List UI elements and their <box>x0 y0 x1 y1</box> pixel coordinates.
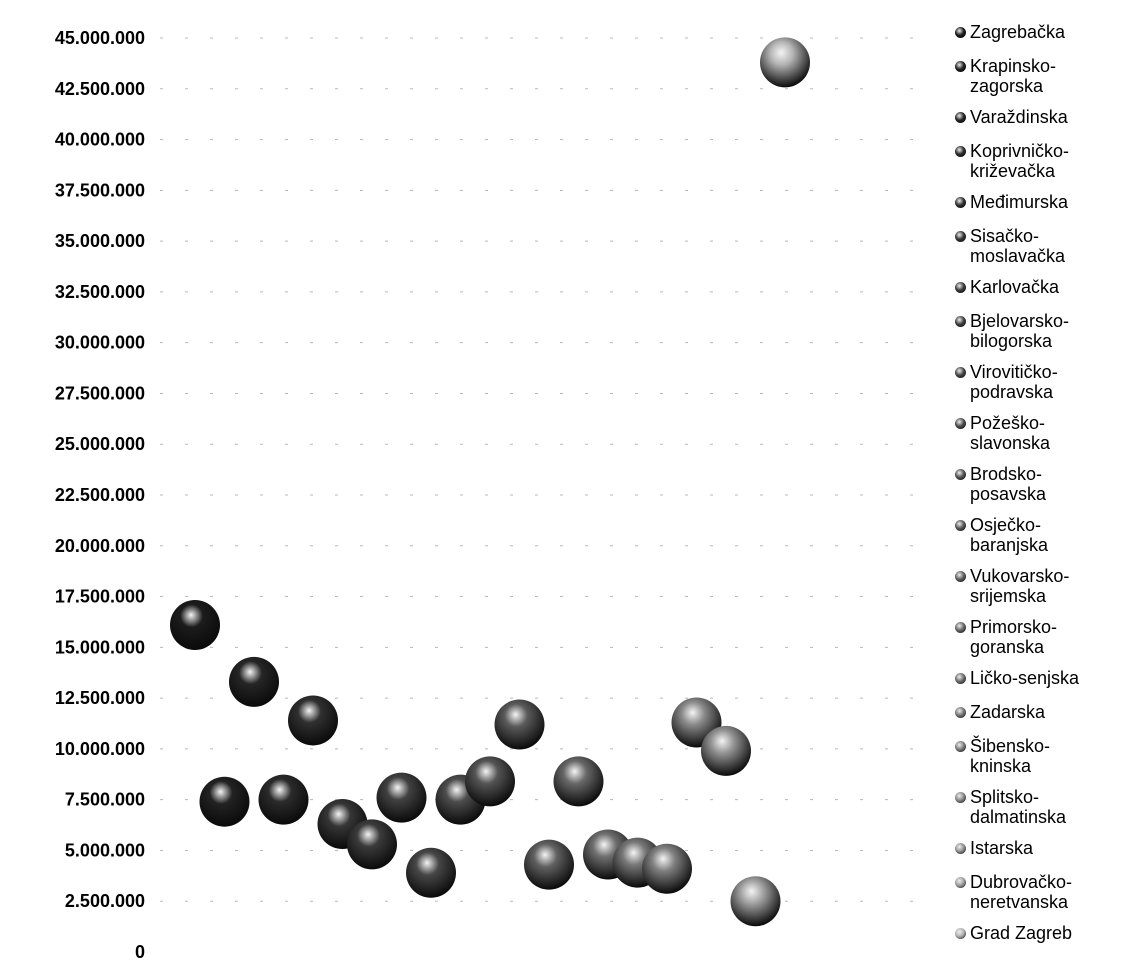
legend-marker-icon <box>955 571 966 582</box>
gridlines <box>160 37 920 902</box>
legend-marker-icon <box>955 146 966 157</box>
legend-label: Brodsko-posavska <box>970 464 1047 504</box>
legend-label: Šibensko-kninska <box>970 736 1051 776</box>
legend-label: Istarska <box>970 838 1034 858</box>
legend-label: Varaždinska <box>970 107 1068 127</box>
legend: Zagrebačka Krapinsko-zagorska Varaždinska K… <box>955 22 1127 952</box>
y-tick-label: 27.500.000 <box>55 383 145 403</box>
legend-marker-icon <box>955 61 966 72</box>
legend-marker-icon <box>955 316 966 327</box>
y-tick-label: 5.000.000 <box>65 840 145 860</box>
bubble-point <box>347 819 397 870</box>
y-tick-label: 0 <box>135 942 145 962</box>
legend-marker-icon <box>955 282 966 293</box>
y-tick-label: 20.000.000 <box>55 536 145 556</box>
legend-marker-icon <box>955 877 966 888</box>
legend-label: Krapinsko-zagorska <box>970 56 1057 96</box>
bubble-point <box>288 695 338 746</box>
bubble-point <box>199 776 250 827</box>
y-tick-label: 12.500.000 <box>55 688 145 708</box>
bubble-point <box>553 756 604 807</box>
y-tick-label: 45.000.000 <box>55 28 145 48</box>
legend-marker-icon <box>955 231 966 242</box>
y-tick-label: 10.000.000 <box>55 739 145 759</box>
legend-label: Zagrebačka <box>970 22 1066 42</box>
legend-marker-icon <box>955 27 966 38</box>
legend-label: Bjelovarsko-bilogorska <box>970 311 1070 351</box>
legend-marker-icon <box>955 741 966 752</box>
bubble-point <box>406 847 456 898</box>
legend-label: Primorsko-goranska <box>970 617 1058 657</box>
bubble-point <box>524 839 574 890</box>
legend-label: Sisačko-moslavačka <box>970 226 1066 266</box>
legend-label: Karlovačka <box>970 277 1060 297</box>
bubbles <box>170 37 810 927</box>
legend-label: Zadarska <box>970 702 1046 722</box>
legend-marker-icon <box>955 843 966 854</box>
bubble-point <box>170 599 220 650</box>
y-axis-ticks: 0 2.500.000 5.000.000 7.500.000 10.000.000 12… <box>55 28 145 962</box>
legend-label: Splitsko-dalmatinska <box>970 787 1067 827</box>
legend-marker-icon <box>955 520 966 531</box>
legend-label: Virovitičko-podravska <box>970 362 1058 402</box>
y-tick-label: 22.500.000 <box>55 485 145 505</box>
bubble-point <box>760 37 810 88</box>
legend-marker-icon <box>955 673 966 684</box>
legend-label: Grad Zagreb <box>970 923 1073 943</box>
legend-marker-icon <box>955 112 966 123</box>
legend-marker-icon <box>955 469 966 480</box>
y-tick-label: 7.500.000 <box>65 790 145 810</box>
y-tick-label: 17.500.000 <box>55 587 145 607</box>
legend-marker-icon <box>955 792 966 803</box>
legend-marker-icon <box>955 197 966 208</box>
bubble-point <box>229 656 279 707</box>
y-tick-label: 25.000.000 <box>55 434 145 454</box>
legend-marker-icon <box>955 622 966 633</box>
y-tick-label: 40.000.000 <box>55 130 145 150</box>
legend-marker-icon <box>955 707 966 718</box>
y-tick-label: 42.500.000 <box>55 79 145 99</box>
bubble-point <box>465 756 515 807</box>
bubble-point <box>376 772 427 823</box>
legend-label: Vukovarsko-srijemska <box>970 566 1070 606</box>
bubble-point <box>730 876 781 927</box>
legend-label: Dubrovačko-neretvanska <box>970 872 1073 912</box>
bubble-point <box>642 843 692 894</box>
legend-marker-icon <box>955 367 966 378</box>
y-tick-label: 37.500.000 <box>55 180 145 200</box>
legend-label: Ličko-senjska <box>970 668 1080 688</box>
y-tick-label: 15.000.000 <box>55 637 145 657</box>
y-tick-label: 30.000.000 <box>55 333 145 353</box>
bubble-point <box>701 725 751 776</box>
bubble-point <box>258 774 309 825</box>
legend-label: Osječko-baranjska <box>970 515 1049 555</box>
y-tick-label: 32.500.000 <box>55 282 145 302</box>
legend-marker-icon <box>955 418 966 429</box>
legend-marker-icon <box>955 928 966 939</box>
bubble-point <box>494 699 545 750</box>
legend-label: Međimurska <box>970 192 1069 212</box>
legend-label: Požeško-slavonska <box>970 413 1051 453</box>
y-tick-label: 35.000.000 <box>55 231 145 251</box>
y-tick-label: 2.500.000 <box>65 891 145 911</box>
legend-label: Koprivničko-križevačka <box>970 141 1070 181</box>
